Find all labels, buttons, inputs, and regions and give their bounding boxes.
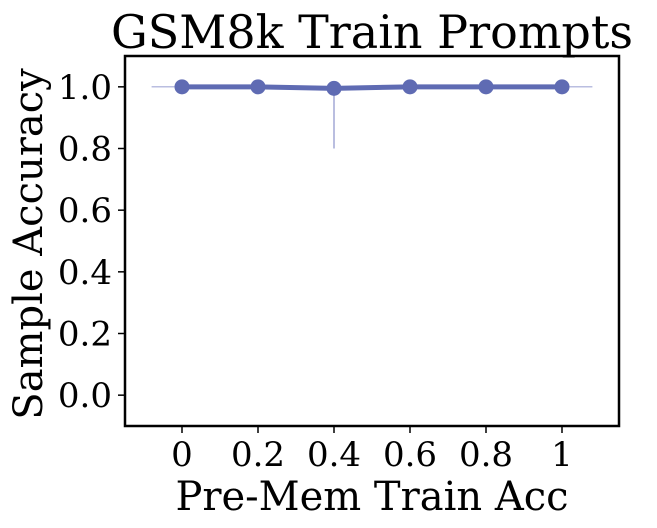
y-tick-label: 0.6 — [58, 191, 112, 231]
y-axis-ticks: 0.0 0.2 0.4 0.6 0.8 1.0 — [58, 68, 125, 416]
x-tick-label: 0.4 — [307, 435, 361, 475]
data-point — [326, 80, 342, 96]
y-tick-label: 1.0 — [58, 68, 112, 108]
y-axis-label: Sample Accuracy — [6, 68, 52, 420]
data-point — [402, 79, 418, 95]
x-tick-label: 0 — [171, 435, 193, 475]
x-tick-label: 0.8 — [459, 435, 513, 475]
x-tick-label: 0.6 — [383, 435, 437, 475]
y-tick-label: 0.8 — [58, 130, 112, 170]
plot-area — [151, 79, 593, 149]
data-point — [554, 79, 570, 95]
data-point — [250, 79, 266, 95]
data-point — [478, 79, 494, 95]
y-tick-label: 0.2 — [58, 315, 112, 355]
axes-frame — [123, 54, 621, 428]
x-tick-label: 1 — [551, 435, 573, 475]
chart-title: GSM8k Train Prompts — [111, 5, 633, 59]
y-tick-label: 0.0 — [58, 376, 112, 416]
data-point — [174, 79, 190, 95]
series-line — [182, 84, 562, 91]
x-axis-ticks: 0 0.2 0.4 0.6 0.8 1 — [171, 426, 573, 475]
y-tick-label: 0.4 — [58, 253, 112, 293]
x-tick-label: 0.2 — [231, 435, 285, 475]
x-axis-label: Pre-Mem Train Acc — [175, 474, 568, 520]
